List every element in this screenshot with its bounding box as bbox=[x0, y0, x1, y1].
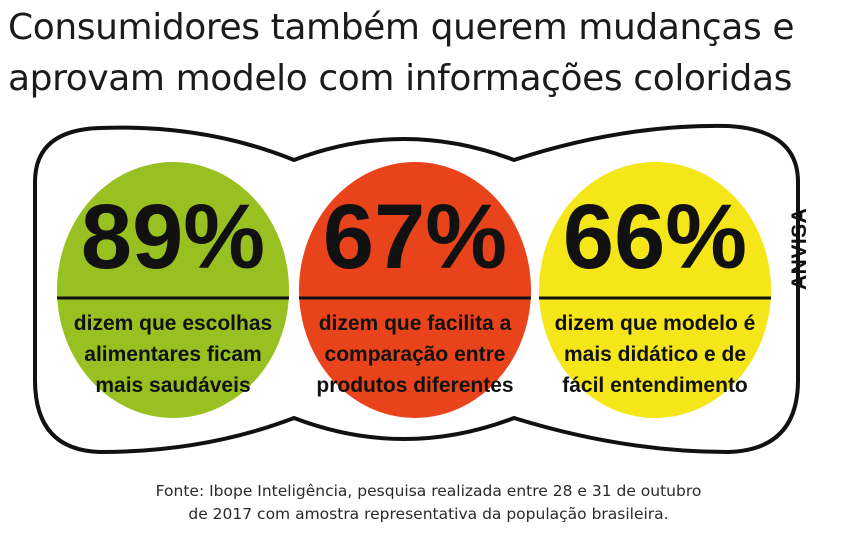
title-line-2: aprovam modelo com informações coloridas bbox=[8, 58, 793, 99]
stat-caption-3-line-2: mais didático e de bbox=[564, 343, 746, 366]
stat-value-3: 66% bbox=[563, 186, 747, 288]
stat-value-2: 67% bbox=[323, 186, 507, 288]
source-line-2: de 2017 com amostra representativa da po… bbox=[188, 505, 669, 523]
brand-label: ANVISA bbox=[788, 207, 811, 290]
disc-1 bbox=[57, 162, 289, 418]
title-line-1: Consumidores também querem mudanças e bbox=[8, 7, 795, 48]
source-note: Fonte: Ibope Inteligência, pesquisa real… bbox=[0, 480, 857, 526]
stat-caption-2-line-1: dizem que facilita a bbox=[319, 312, 512, 335]
stat-disc-2: 67% dizem que facilita a comparação entre p… bbox=[299, 162, 531, 418]
stat-caption-2-line-2: comparação entre bbox=[325, 343, 506, 366]
stat-disc-3: 66% dizem que modelo é mais didático e de f… bbox=[539, 162, 771, 418]
source-line-1: Fonte: Ibope Inteligência, pesquisa real… bbox=[155, 482, 702, 500]
stat-caption-1-line-3: mais saudáveis bbox=[95, 374, 250, 397]
stat-value-1: 89% bbox=[81, 186, 265, 288]
stat-caption-3-line-1: dizem que modelo é bbox=[555, 312, 756, 335]
stat-caption-1-line-2: alimentares ficam bbox=[84, 343, 261, 366]
chart-title: Consumidores também querem mudanças e ap… bbox=[8, 2, 853, 104]
stat-caption-3-line-3: fácil entendimento bbox=[562, 374, 748, 397]
disc-3 bbox=[539, 162, 771, 418]
stat-caption-1-line-1: dizem que escolhas bbox=[74, 312, 272, 335]
stat-caption-2-line-3: produtos diferentes bbox=[316, 374, 513, 397]
stat-disc-1: 89% dizem que escolhas alimentares ficam ma… bbox=[57, 162, 289, 418]
disc-2 bbox=[299, 162, 531, 418]
